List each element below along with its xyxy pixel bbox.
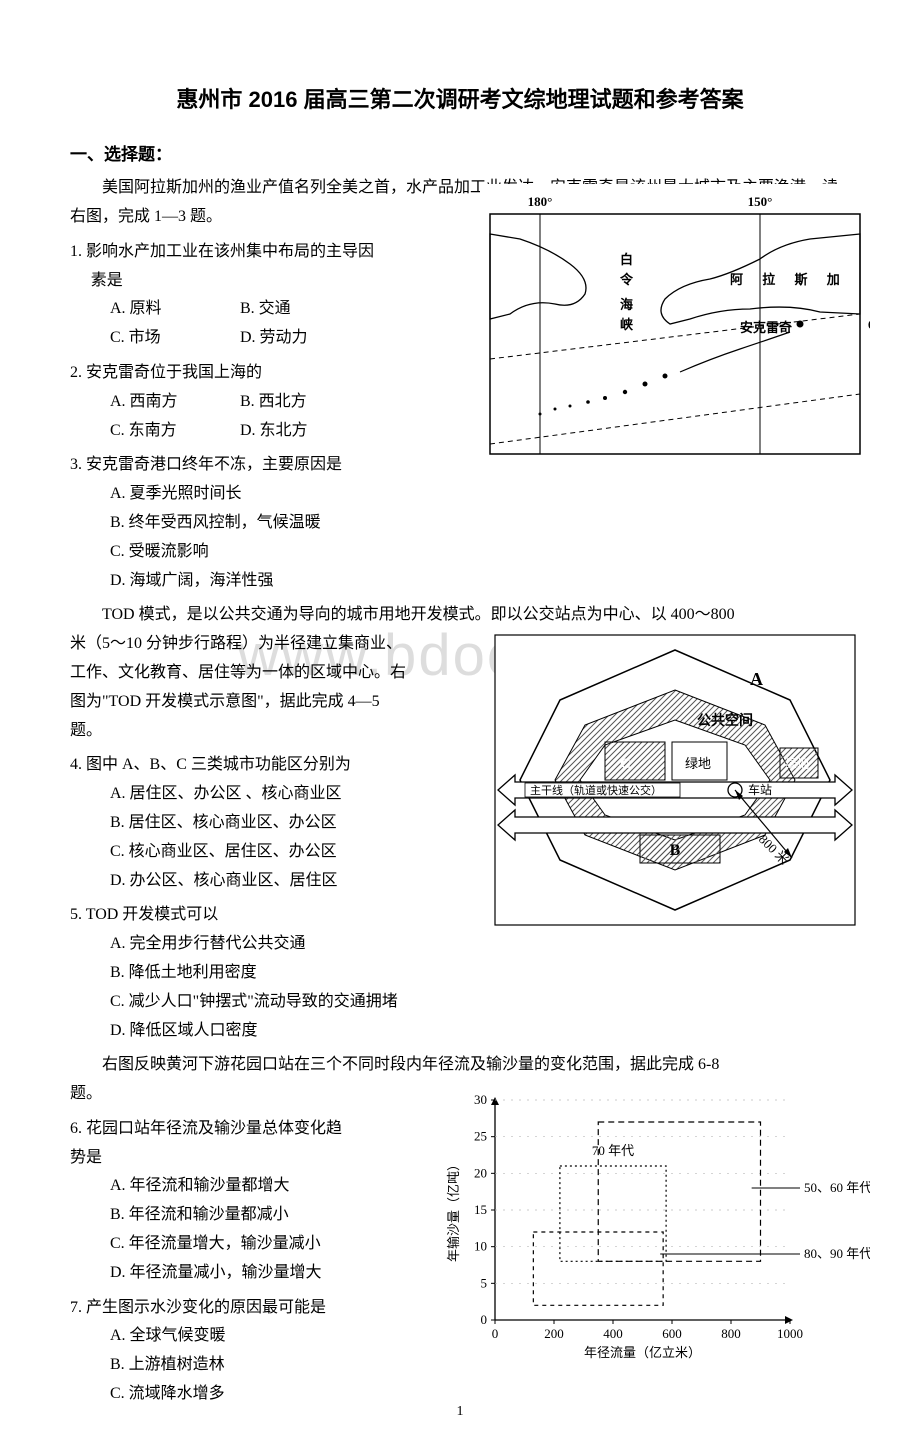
q2-opt-d: D. 东北方 <box>240 417 370 446</box>
tod-label-a: A <box>750 669 763 689</box>
q5-opt-d: D. 降低区域人口密度 <box>70 1017 470 1046</box>
tod-label-c: C <box>620 756 631 772</box>
q5-opt-a: A. 完全用步行替代公共交通 <box>70 930 470 959</box>
q5-opt-b: B. 降低土地利用密度 <box>70 959 470 988</box>
svg-text:10: 10 <box>474 1239 487 1254</box>
map-anke-label: 安克雷奇 <box>740 320 792 335</box>
svg-text:令: 令 <box>620 272 634 287</box>
svg-text:0: 0 <box>492 1326 499 1341</box>
q7-opt-b: B. 上游植树造林 <box>70 1351 470 1380</box>
tod-trunk: 主干线（轨道或快速公交） <box>530 783 662 797</box>
q6-stem-cont: 势是 <box>70 1144 470 1173</box>
q3-opt-b: B. 终年受西风控制，气候温暖 <box>70 509 490 538</box>
page-title: 惠州市 2016 届高三第二次调研考文综地理试题和参考答案 <box>70 80 850 120</box>
intro-3b: 题。 <box>70 1080 470 1109</box>
q2-options-1: A. 西南方 B. 西北方 <box>70 388 490 417</box>
q1-stem-cont: 素是 <box>70 267 490 296</box>
svg-text:年径流量（亿立米）: 年径流量（亿立米） <box>584 1345 701 1360</box>
tod-green2: 绿地 <box>785 756 809 771</box>
q1-stem: 1. 影响水产加工业在该州集中布局的主导因 <box>70 238 490 267</box>
q6-opt-c: C. 年径流量增大，输沙量减小 <box>70 1230 470 1259</box>
q1-opt-b: B. 交通 <box>240 295 370 324</box>
svg-text:50、60 年代: 50、60 年代 <box>804 1180 870 1195</box>
q1-3-column: 1. 影响水产加工业在该州集中布局的主导因 素是 A. 原料 B. 交通 C. … <box>70 238 490 596</box>
tod-green: 绿地 <box>685 756 711 771</box>
tod-public-space: 公共空间 <box>697 712 753 729</box>
svg-text:70 年代: 70 年代 <box>592 1143 634 1158</box>
figure-tod-diagram: A B C 公共空间 绿地 绿地 主干线（轨道或快速公交） 车站 800 米 <box>490 630 860 930</box>
block-alaska: 美国阿拉斯加州的渔业产值名列全美之首，水产品加工业发达，安克雷奇是该州最大城市及… <box>70 174 850 595</box>
q5-opt-c: C. 减少人口"钟摆式"流动导致的交通拥堵 <box>70 988 470 1017</box>
intro-2c: 工作、文化教育、居住等为一体的区域中心。右 <box>70 659 470 688</box>
q4-opt-a: A. 居住区、办公区 、核心商业区 <box>70 780 470 809</box>
block-tod: 米（5～10 分钟步行路程）为半径建立集商业、 工作、文化教育、居住等为一体的区… <box>70 630 850 1045</box>
svg-text:80、90 年代: 80、90 年代 <box>804 1246 870 1261</box>
tod-station-label: 车站 <box>748 782 772 797</box>
intro-2d: 图为"TOD 开发模式示意图"，据此完成 4—5 <box>70 688 470 717</box>
q6-stem: 6. 花园口站年径流及输沙量总体变化趋 <box>70 1115 470 1144</box>
svg-text:5: 5 <box>481 1275 488 1290</box>
figure-alaska-map: 180° 150° 60° 白 令 海 峡 阿 拉 斯 加 安克雷 <box>480 184 870 464</box>
q6-opt-d: D. 年径流量减小，输沙量增大 <box>70 1259 470 1288</box>
q3-stem: 3. 安克雷奇港口终年不冻，主要原因是 <box>70 451 490 480</box>
q2-opt-a: A. 西南方 <box>110 388 240 417</box>
q4-stem: 4. 图中 A、B、C 三类城市功能区分别为 <box>70 751 470 780</box>
tod-left-col: 米（5～10 分钟步行路程）为半径建立集商业、 工作、文化教育、居住等为一体的区… <box>70 630 470 1045</box>
intro-2b: 米（5～10 分钟步行路程）为半径建立集商业、 <box>70 630 470 659</box>
q1-options-2: C. 市场 D. 劳动力 <box>70 324 490 353</box>
q1-opt-c: C. 市场 <box>110 324 240 353</box>
intro-2e: 题。 <box>70 717 470 746</box>
q1-options-1: A. 原料 B. 交通 <box>70 295 490 324</box>
q6-8-col: 题。 6. 花园口站年径流及输沙量总体变化趋 势是 A. 年径流和输沙量都增大 … <box>70 1080 470 1409</box>
q4-opt-d: D. 办公区、核心商业区、居住区 <box>70 867 470 896</box>
q3-opt-c: C. 受暖流影响 <box>70 538 490 567</box>
q4-opt-c: C. 核心商业区、居住区、办公区 <box>70 838 470 867</box>
section-heading-1: 一、选择题： <box>70 140 850 171</box>
svg-text:峡: 峡 <box>620 317 634 332</box>
svg-text:600: 600 <box>662 1326 682 1341</box>
svg-text:30: 30 <box>474 1092 487 1107</box>
intro-3: 右图反映黄河下游花园口站在三个不同时段内年径流及输沙量的变化范围，据此完成 6-… <box>70 1051 850 1080</box>
q4-opt-b: B. 居住区、核心商业区、办公区 <box>70 809 470 838</box>
svg-text:400: 400 <box>603 1326 623 1341</box>
svg-text:15: 15 <box>474 1202 487 1217</box>
q3-opt-a: A. 夏季光照时间长 <box>70 480 490 509</box>
map-bering-1: 白 <box>620 252 633 267</box>
svg-text:20: 20 <box>474 1165 487 1180</box>
q1-opt-a: A. 原料 <box>110 295 240 324</box>
q2-options-2: C. 东南方 D. 东北方 <box>70 417 490 446</box>
block-chart: 题。 6. 花园口站年径流及输沙量总体变化趋 势是 A. 年径流和输沙量都增大 … <box>70 1080 850 1409</box>
q6-opt-b: B. 年径流和输沙量都减小 <box>70 1201 470 1230</box>
map-lon180: 180° <box>528 194 553 209</box>
svg-text:年输沙量（亿吨）: 年输沙量（亿吨） <box>446 1158 461 1262</box>
q1-opt-d: D. 劳动力 <box>240 324 370 353</box>
map-alaska-label: 阿 拉 斯 加 <box>730 272 848 287</box>
q5-stem: 5. TOD 开发模式可以 <box>70 901 470 930</box>
map-lat60: 60° <box>868 317 870 332</box>
q3-opt-d: D. 海域广阔，海洋性强 <box>70 567 490 596</box>
svg-text:0: 0 <box>481 1312 488 1327</box>
svg-text:25: 25 <box>474 1129 487 1144</box>
svg-text:800: 800 <box>721 1326 741 1341</box>
figure-runoff-chart: 0 5 10 15 20 25 30 0 200 400 600 800 1000 50、60 年代 70 … <box>440 1085 870 1365</box>
intro-2a: TOD 模式，是以公共交通为导向的城市用地开发模式。即以公交站点为中心、以 40… <box>70 601 850 630</box>
svg-text:海: 海 <box>620 297 633 312</box>
q7-opt-a: A. 全球气候变暖 <box>70 1322 470 1351</box>
map-lon150: 150° <box>748 194 773 209</box>
q2-stem: 2. 安克雷奇位于我国上海的 <box>70 359 490 388</box>
q7-stem: 7. 产生图示水沙变化的原因最可能是 <box>70 1294 470 1323</box>
q6-opt-a: A. 年径流和输沙量都增大 <box>70 1172 470 1201</box>
q2-opt-b: B. 西北方 <box>240 388 370 417</box>
svg-text:200: 200 <box>544 1326 564 1341</box>
svg-text:1000: 1000 <box>777 1326 803 1341</box>
q2-opt-c: C. 东南方 <box>110 417 240 446</box>
tod-label-b: B <box>670 842 681 859</box>
page-number: 1 <box>0 1399 920 1424</box>
